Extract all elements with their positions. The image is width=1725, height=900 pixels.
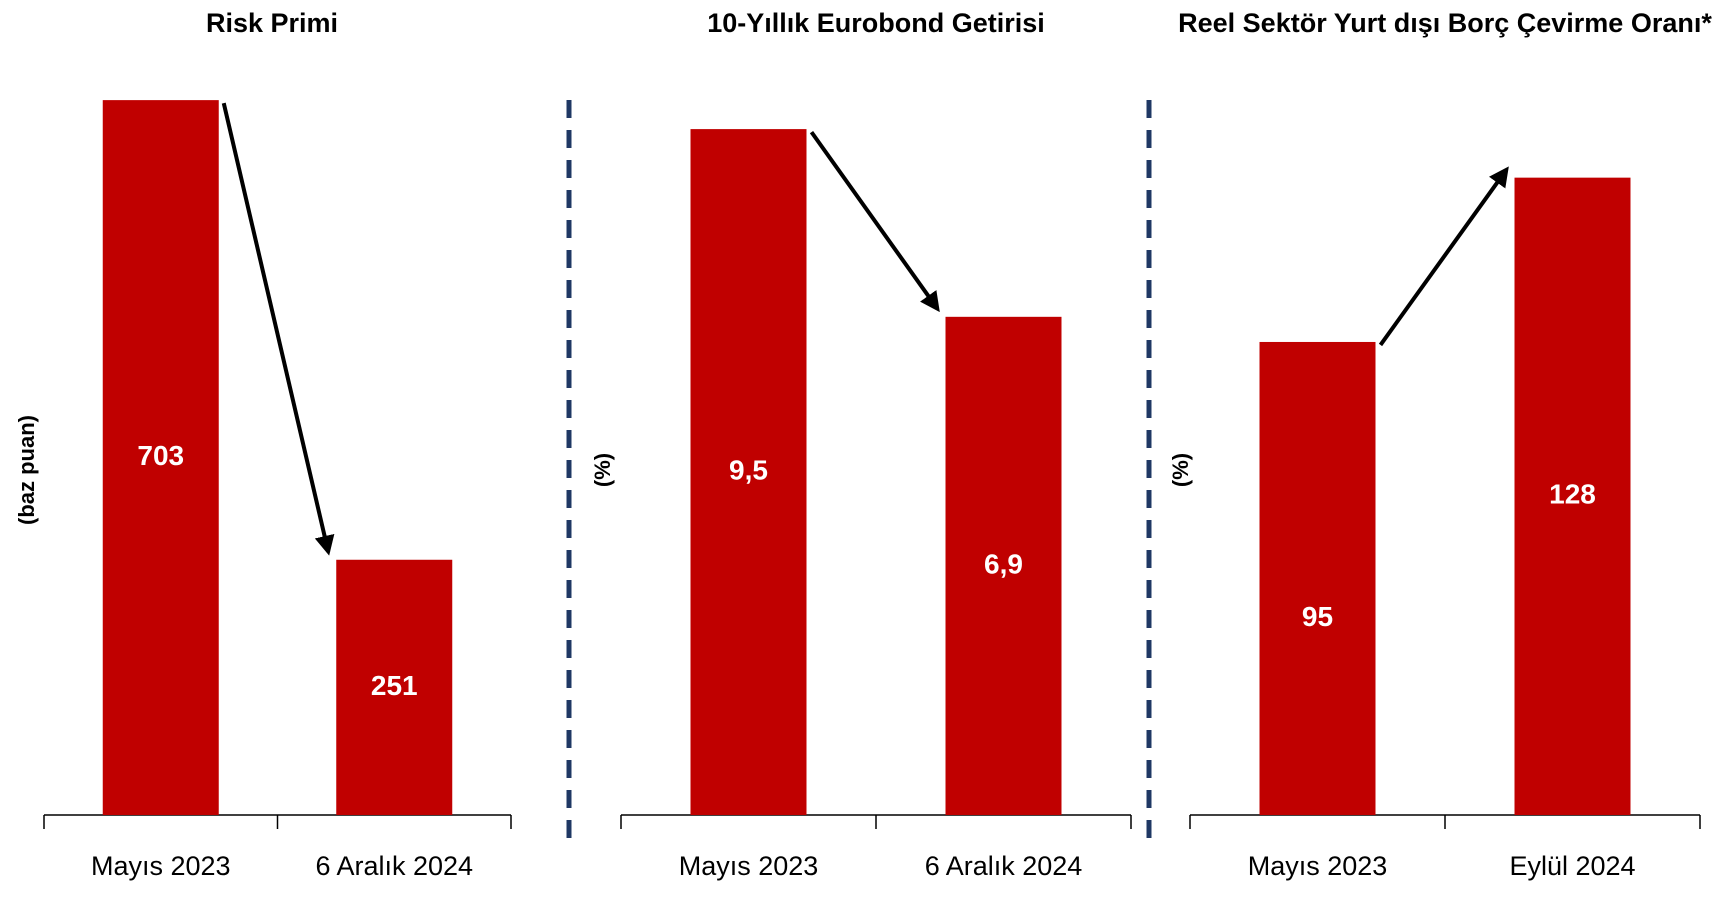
bar [102,100,219,816]
bar [1259,341,1376,815]
value-label: 95 [1302,601,1333,632]
y-axis-label: (%) [590,453,615,487]
x-tick-label: Eylül 2024 [1509,851,1635,881]
x-tick-label: 6 Aralık 2024 [925,851,1083,881]
value-label: 9,5 [729,454,768,485]
bar [690,129,807,816]
x-tick-label: Mayıs 2023 [91,851,231,881]
x-tick-label: Mayıs 2023 [679,851,819,881]
value-label: 703 [137,440,184,471]
chart-title: Risk Primi [206,8,338,38]
chart-title: Reel Sektör Yurt dışı Borç Çevirme Oranı… [1178,8,1712,38]
trend-arrow [809,130,940,313]
value-label: 128 [1549,479,1596,510]
bar [1514,177,1631,816]
trend-arrow [1378,166,1509,347]
bar [336,559,453,815]
bar [945,316,1062,815]
value-label: 6,9 [984,548,1023,579]
chart-title: 10-Yıllık Eurobond Getirisi [707,8,1045,38]
x-tick-label: 6 Aralık 2024 [315,851,473,881]
y-axis-label: (baz puan) [14,415,39,525]
y-axis-label: (%) [1168,453,1193,487]
value-label: 251 [371,670,418,701]
trend-arrow [221,102,335,556]
x-tick-label: Mayıs 2023 [1248,851,1388,881]
